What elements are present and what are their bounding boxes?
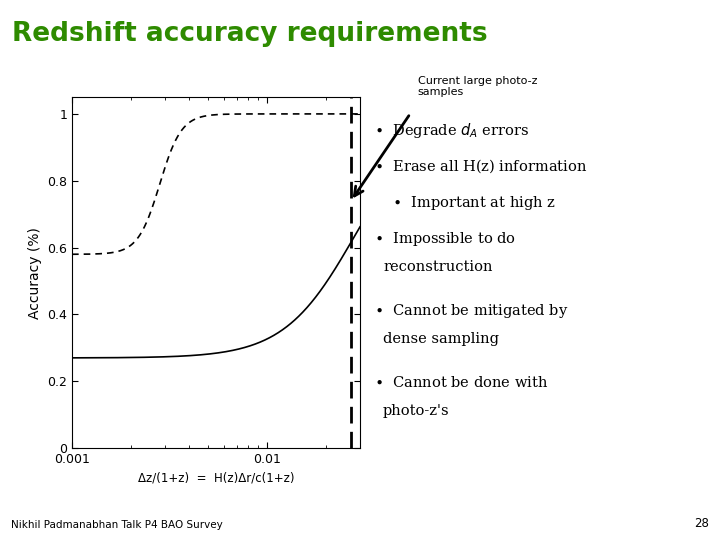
X-axis label: Δz/(1+z)  =  H(z)Δr/c(1+z): Δz/(1+z) = H(z)Δr/c(1+z) — [138, 471, 294, 484]
Y-axis label: Accuracy (%): Accuracy (%) — [27, 227, 42, 319]
Text: BigBOSS: BigBOSS — [633, 13, 674, 22]
Text: dense sampling: dense sampling — [383, 332, 499, 346]
Text: $\bullet$  Cannot be mitigated by: $\bullet$ Cannot be mitigated by — [374, 302, 569, 320]
Text: reconstruction: reconstruction — [383, 260, 492, 274]
Text: $\bullet$  Cannot be done with: $\bullet$ Cannot be done with — [374, 375, 549, 390]
Text: $\bullet$  Impossible to do: $\bullet$ Impossible to do — [374, 230, 516, 248]
Text: 28: 28 — [694, 517, 709, 530]
Text: $\bullet$  Important at high z: $\bullet$ Important at high z — [392, 194, 557, 212]
Text: Nikhil Padmanabhan Talk P4 BAO Survey: Nikhil Padmanabhan Talk P4 BAO Survey — [11, 520, 222, 530]
Text: photo-z's: photo-z's — [383, 404, 450, 418]
Text: $\bullet$  Degrade $d_A$ errors: $\bullet$ Degrade $d_A$ errors — [374, 122, 530, 140]
Text: Current large photo-z
samples: Current large photo-z samples — [418, 76, 537, 97]
Text: $\bullet$  Erase all H(z) information: $\bullet$ Erase all H(z) information — [374, 158, 588, 176]
Text: Redshift accuracy requirements: Redshift accuracy requirements — [12, 21, 487, 46]
